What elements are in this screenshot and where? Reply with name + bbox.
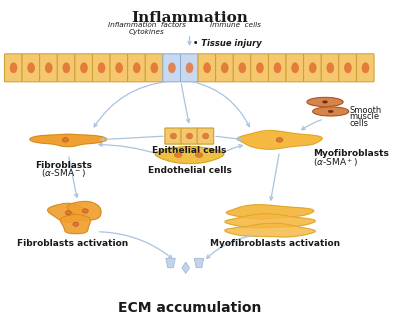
Polygon shape (155, 147, 224, 164)
FancyBboxPatch shape (92, 54, 110, 82)
Polygon shape (67, 202, 101, 220)
FancyBboxPatch shape (110, 54, 128, 82)
Ellipse shape (10, 63, 17, 73)
FancyBboxPatch shape (22, 54, 40, 82)
Text: Fibroblasts activation: Fibroblasts activation (17, 239, 128, 248)
Polygon shape (166, 258, 175, 268)
Polygon shape (225, 223, 315, 237)
FancyBboxPatch shape (40, 54, 57, 82)
FancyBboxPatch shape (4, 54, 22, 82)
Polygon shape (194, 258, 204, 268)
FancyBboxPatch shape (57, 54, 75, 82)
Text: Immune  cells: Immune cells (210, 22, 260, 28)
FancyBboxPatch shape (233, 54, 251, 82)
Ellipse shape (256, 63, 263, 73)
Text: muscle: muscle (350, 112, 380, 121)
FancyBboxPatch shape (198, 54, 216, 82)
Text: Epithelial cells: Epithelial cells (152, 147, 227, 156)
Ellipse shape (133, 63, 140, 73)
Ellipse shape (204, 63, 211, 73)
Ellipse shape (82, 209, 88, 213)
Ellipse shape (186, 63, 193, 73)
Ellipse shape (292, 63, 298, 73)
Ellipse shape (202, 133, 209, 139)
Ellipse shape (239, 63, 246, 73)
Ellipse shape (73, 222, 79, 226)
Ellipse shape (195, 153, 203, 157)
Polygon shape (313, 107, 349, 116)
Ellipse shape (274, 63, 281, 73)
FancyBboxPatch shape (286, 54, 304, 82)
Polygon shape (30, 134, 106, 147)
Text: Inflammation  factors: Inflammation factors (108, 22, 186, 28)
Polygon shape (182, 262, 190, 273)
Ellipse shape (328, 110, 333, 113)
FancyBboxPatch shape (268, 54, 286, 82)
Ellipse shape (65, 211, 71, 215)
FancyBboxPatch shape (128, 54, 145, 82)
Ellipse shape (276, 137, 283, 142)
FancyBboxPatch shape (216, 54, 233, 82)
Text: Smooth: Smooth (350, 106, 382, 115)
Ellipse shape (116, 63, 123, 73)
Text: Endothelial cells: Endothelial cells (148, 166, 232, 175)
FancyBboxPatch shape (165, 128, 182, 144)
Ellipse shape (174, 153, 182, 157)
Polygon shape (226, 205, 314, 219)
FancyBboxPatch shape (75, 54, 92, 82)
Text: cells: cells (350, 119, 369, 128)
Ellipse shape (322, 101, 328, 103)
Text: Cytokines: Cytokines (129, 29, 165, 35)
Text: Myofibroblasts activation: Myofibroblasts activation (210, 239, 340, 248)
FancyBboxPatch shape (304, 54, 321, 82)
FancyBboxPatch shape (197, 128, 214, 144)
Ellipse shape (309, 63, 316, 73)
Ellipse shape (362, 63, 369, 73)
Text: Myofibroblasts: Myofibroblasts (313, 149, 388, 158)
Ellipse shape (170, 133, 176, 139)
Ellipse shape (168, 63, 176, 73)
Text: Fibroblasts: Fibroblasts (35, 161, 92, 170)
FancyBboxPatch shape (321, 54, 339, 82)
FancyBboxPatch shape (181, 128, 198, 144)
FancyBboxPatch shape (251, 54, 268, 82)
Text: Inflammation: Inflammation (131, 11, 248, 25)
Text: ($\alpha$-SMA$^-$): ($\alpha$-SMA$^-$) (41, 167, 86, 179)
FancyBboxPatch shape (356, 54, 374, 82)
Ellipse shape (63, 63, 70, 73)
Ellipse shape (45, 63, 52, 73)
Text: ($\alpha$-SMA$^+$): ($\alpha$-SMA$^+$) (313, 156, 358, 169)
Polygon shape (307, 98, 343, 107)
Polygon shape (48, 203, 87, 222)
Ellipse shape (62, 137, 68, 142)
Polygon shape (60, 215, 90, 234)
Text: • Tissue injury: • Tissue injury (193, 39, 262, 48)
FancyBboxPatch shape (145, 54, 163, 82)
Ellipse shape (80, 63, 88, 73)
FancyBboxPatch shape (339, 54, 356, 82)
Polygon shape (225, 214, 315, 228)
Ellipse shape (221, 63, 228, 73)
Ellipse shape (28, 63, 35, 73)
Polygon shape (237, 130, 322, 149)
Ellipse shape (344, 63, 351, 73)
FancyBboxPatch shape (180, 54, 198, 82)
Ellipse shape (98, 63, 105, 73)
FancyBboxPatch shape (163, 54, 180, 82)
Text: ECM accumulation: ECM accumulation (118, 301, 261, 315)
Ellipse shape (151, 63, 158, 73)
Ellipse shape (186, 133, 192, 139)
Ellipse shape (327, 63, 334, 73)
